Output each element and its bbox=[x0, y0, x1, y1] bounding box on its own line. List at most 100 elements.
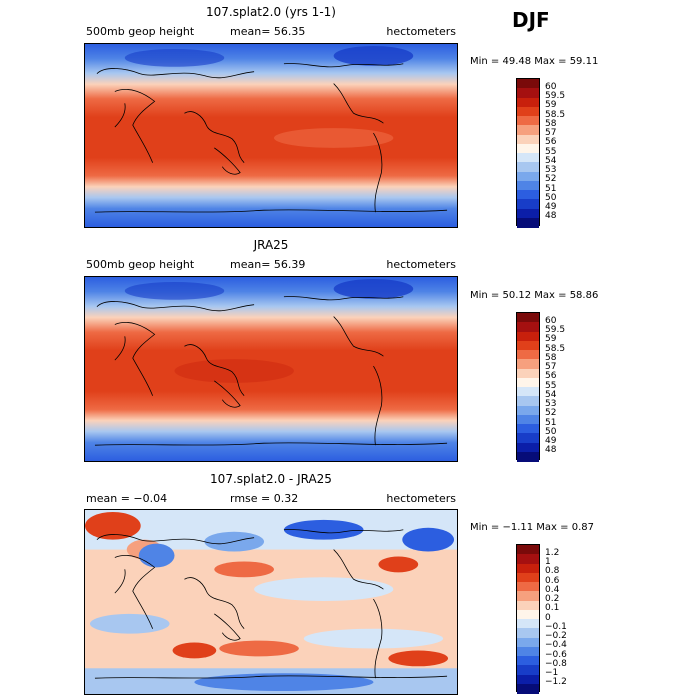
colorbar-cell bbox=[517, 106, 539, 117]
colorbar-tick-label: 59.5 bbox=[545, 91, 566, 101]
colorbar-tick-label: 56 bbox=[545, 371, 557, 382]
colorbar-tick-label: −0.4 bbox=[545, 640, 567, 651]
panel-2-title: JRA25 bbox=[253, 238, 289, 252]
panel-3-rmse: rmse = 0.32 bbox=[230, 492, 299, 505]
colorbar-cell bbox=[517, 545, 539, 555]
colorbar-cell bbox=[517, 683, 539, 694]
colorbar-tick-label: 0.8 bbox=[545, 566, 560, 577]
colorbar-tick-label: 51 bbox=[545, 183, 557, 194]
colorbar-cell bbox=[517, 665, 539, 675]
colorbar-cell bbox=[517, 340, 539, 351]
colorbar-tick-label: 58 bbox=[545, 352, 557, 363]
colorbar-cell bbox=[517, 190, 539, 200]
colorbar-cell bbox=[517, 451, 539, 462]
panel-2-mean: mean= 56.39 bbox=[230, 258, 306, 271]
colorbar-cell bbox=[517, 563, 539, 574]
colorbar-cell bbox=[517, 143, 539, 154]
colorbar-tick-label: 55 bbox=[545, 146, 557, 157]
colorbar-cell bbox=[517, 79, 539, 89]
colorbar-tick-label: 0.1 bbox=[545, 603, 560, 614]
colorbar-tick-label: −1 bbox=[545, 668, 559, 678]
panel-3-colorbar bbox=[516, 544, 540, 694]
colorbar-cell bbox=[517, 424, 539, 434]
colorbar-tick-label: 53 bbox=[545, 399, 557, 409]
colorbar-tick-label: 0.4 bbox=[545, 584, 560, 595]
colorbar-tick-label: 49 bbox=[545, 436, 557, 446]
panel-1-map bbox=[84, 43, 458, 228]
colorbar-cell bbox=[517, 322, 539, 332]
panel-1-map-svg bbox=[85, 44, 457, 227]
colorbar-tick-label: 0 bbox=[545, 612, 551, 623]
colorbar-tick-label: 58.5 bbox=[545, 343, 566, 354]
panel-1-min-max: Min = 49.48 Max = 59.11 bbox=[470, 56, 599, 67]
colorbar-cell bbox=[517, 582, 539, 592]
colorbar-cell bbox=[517, 646, 539, 657]
colorbar-cell bbox=[517, 637, 539, 648]
colorbar-cell bbox=[517, 199, 539, 209]
panel-1-units: hectometers bbox=[386, 25, 456, 38]
colorbar-tick-label: 59 bbox=[545, 100, 557, 111]
colorbar-tick-label: 50 bbox=[545, 192, 557, 203]
panel-3-mean: mean = −0.04 bbox=[86, 492, 168, 505]
colorbar-tick-label: 0.6 bbox=[545, 575, 560, 586]
panel-2-map-svg bbox=[85, 277, 457, 461]
colorbar-tick-label: 55 bbox=[545, 380, 557, 391]
colorbar-tick-label: 52 bbox=[545, 174, 557, 185]
colorbar-cell bbox=[517, 359, 539, 369]
colorbar-tick-label: −0.8 bbox=[545, 658, 567, 669]
panel-3-title: 107.splat2.0 - JRA25 bbox=[210, 472, 332, 486]
colorbar-cell bbox=[517, 656, 539, 666]
colorbar-tick-label: 57 bbox=[545, 128, 557, 138]
colorbar-tick-label: 52 bbox=[545, 408, 557, 419]
colorbar-cell bbox=[517, 405, 539, 416]
colorbar-cell bbox=[517, 134, 539, 145]
colorbar-cell bbox=[517, 153, 539, 163]
colorbar-tick-label: 59.5 bbox=[545, 325, 566, 335]
colorbar-tick-label: 57 bbox=[545, 362, 557, 372]
colorbar-cell bbox=[517, 442, 539, 453]
colorbar-tick-label: 49 bbox=[545, 202, 557, 212]
panel-1-mean: mean= 56.35 bbox=[230, 25, 306, 38]
colorbar-cell bbox=[517, 350, 539, 360]
colorbar-cell bbox=[517, 674, 539, 685]
colorbar-tick-label: 58.5 bbox=[545, 109, 566, 120]
panel-3-min-max: Min = −1.11 Max = 0.87 bbox=[470, 522, 594, 533]
colorbar-cell bbox=[517, 125, 539, 135]
colorbar-tick-label: 1.2 bbox=[545, 547, 560, 558]
colorbar-cell bbox=[517, 619, 539, 629]
colorbar-cell bbox=[517, 208, 539, 219]
colorbar-cell bbox=[517, 331, 539, 342]
colorbar-cell bbox=[517, 171, 539, 182]
colorbar-tick-label: 60 bbox=[545, 315, 557, 326]
panel-1-colorbar bbox=[516, 78, 540, 228]
colorbar-cell bbox=[517, 97, 539, 108]
colorbar-cell bbox=[517, 609, 539, 620]
colorbar-tick-label: −1.2 bbox=[545, 677, 567, 688]
colorbar-cell bbox=[517, 377, 539, 388]
colorbar-tick-label: 0.2 bbox=[545, 594, 560, 604]
colorbar-tick-label: 58 bbox=[545, 118, 557, 129]
colorbar-tick-label: 48 bbox=[545, 445, 557, 456]
colorbar-cell bbox=[517, 591, 539, 601]
colorbar-tick-label: 53 bbox=[545, 165, 557, 175]
panel-2-colorbar bbox=[516, 312, 540, 462]
colorbar-tick-label: −0.6 bbox=[545, 649, 567, 660]
colorbar-tick-label: 48 bbox=[545, 211, 557, 222]
panel-2-left-label: 500mb geop height bbox=[86, 258, 195, 271]
colorbar-cell bbox=[517, 414, 539, 425]
colorbar-cell bbox=[517, 628, 539, 638]
colorbar-cell bbox=[517, 180, 539, 191]
colorbar-cell bbox=[517, 368, 539, 379]
colorbar-tick-label: 54 bbox=[545, 389, 557, 400]
colorbar-cell bbox=[517, 217, 539, 228]
colorbar-tick-label: 51 bbox=[545, 417, 557, 428]
panel-1-left-label: 500mb geop height bbox=[86, 25, 195, 38]
colorbar-tick-label: 54 bbox=[545, 155, 557, 166]
colorbar-tick-label: −0.2 bbox=[545, 631, 567, 641]
colorbar-tick-label: 59 bbox=[545, 334, 557, 345]
panel-2-min-max: Min = 50.12 Max = 58.86 bbox=[470, 290, 599, 301]
colorbar-cell bbox=[517, 387, 539, 397]
colorbar-tick-label: 56 bbox=[545, 137, 557, 148]
colorbar-cell bbox=[517, 433, 539, 443]
colorbar-cell bbox=[517, 162, 539, 172]
